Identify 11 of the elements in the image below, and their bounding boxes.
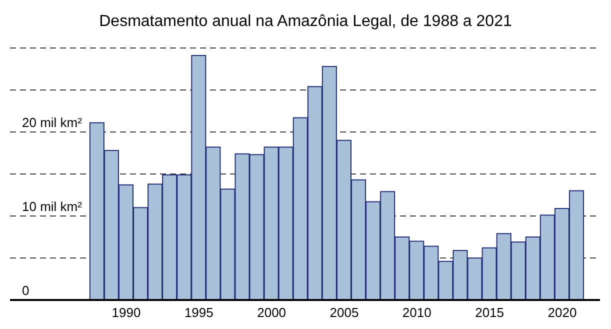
y-tick-label: 0 — [22, 283, 30, 298]
y-tick-label: 20 mil km² — [22, 115, 83, 130]
x-tick-label: 2015 — [475, 305, 504, 320]
x-tick-label: 2010 — [402, 305, 432, 320]
x-tick-label: 2005 — [330, 305, 359, 320]
x-tick-label: 1995 — [184, 305, 214, 320]
x-tick-label: 1990 — [112, 305, 141, 320]
x-tick-label: 2000 — [257, 305, 286, 320]
chart-title: Desmatamento anual na Amazônia Legal, de 1988 a 2021 — [98, 12, 513, 32]
x-tick-label: 2020 — [548, 305, 577, 320]
y-tick-label: 10 mil km² — [22, 199, 83, 214]
